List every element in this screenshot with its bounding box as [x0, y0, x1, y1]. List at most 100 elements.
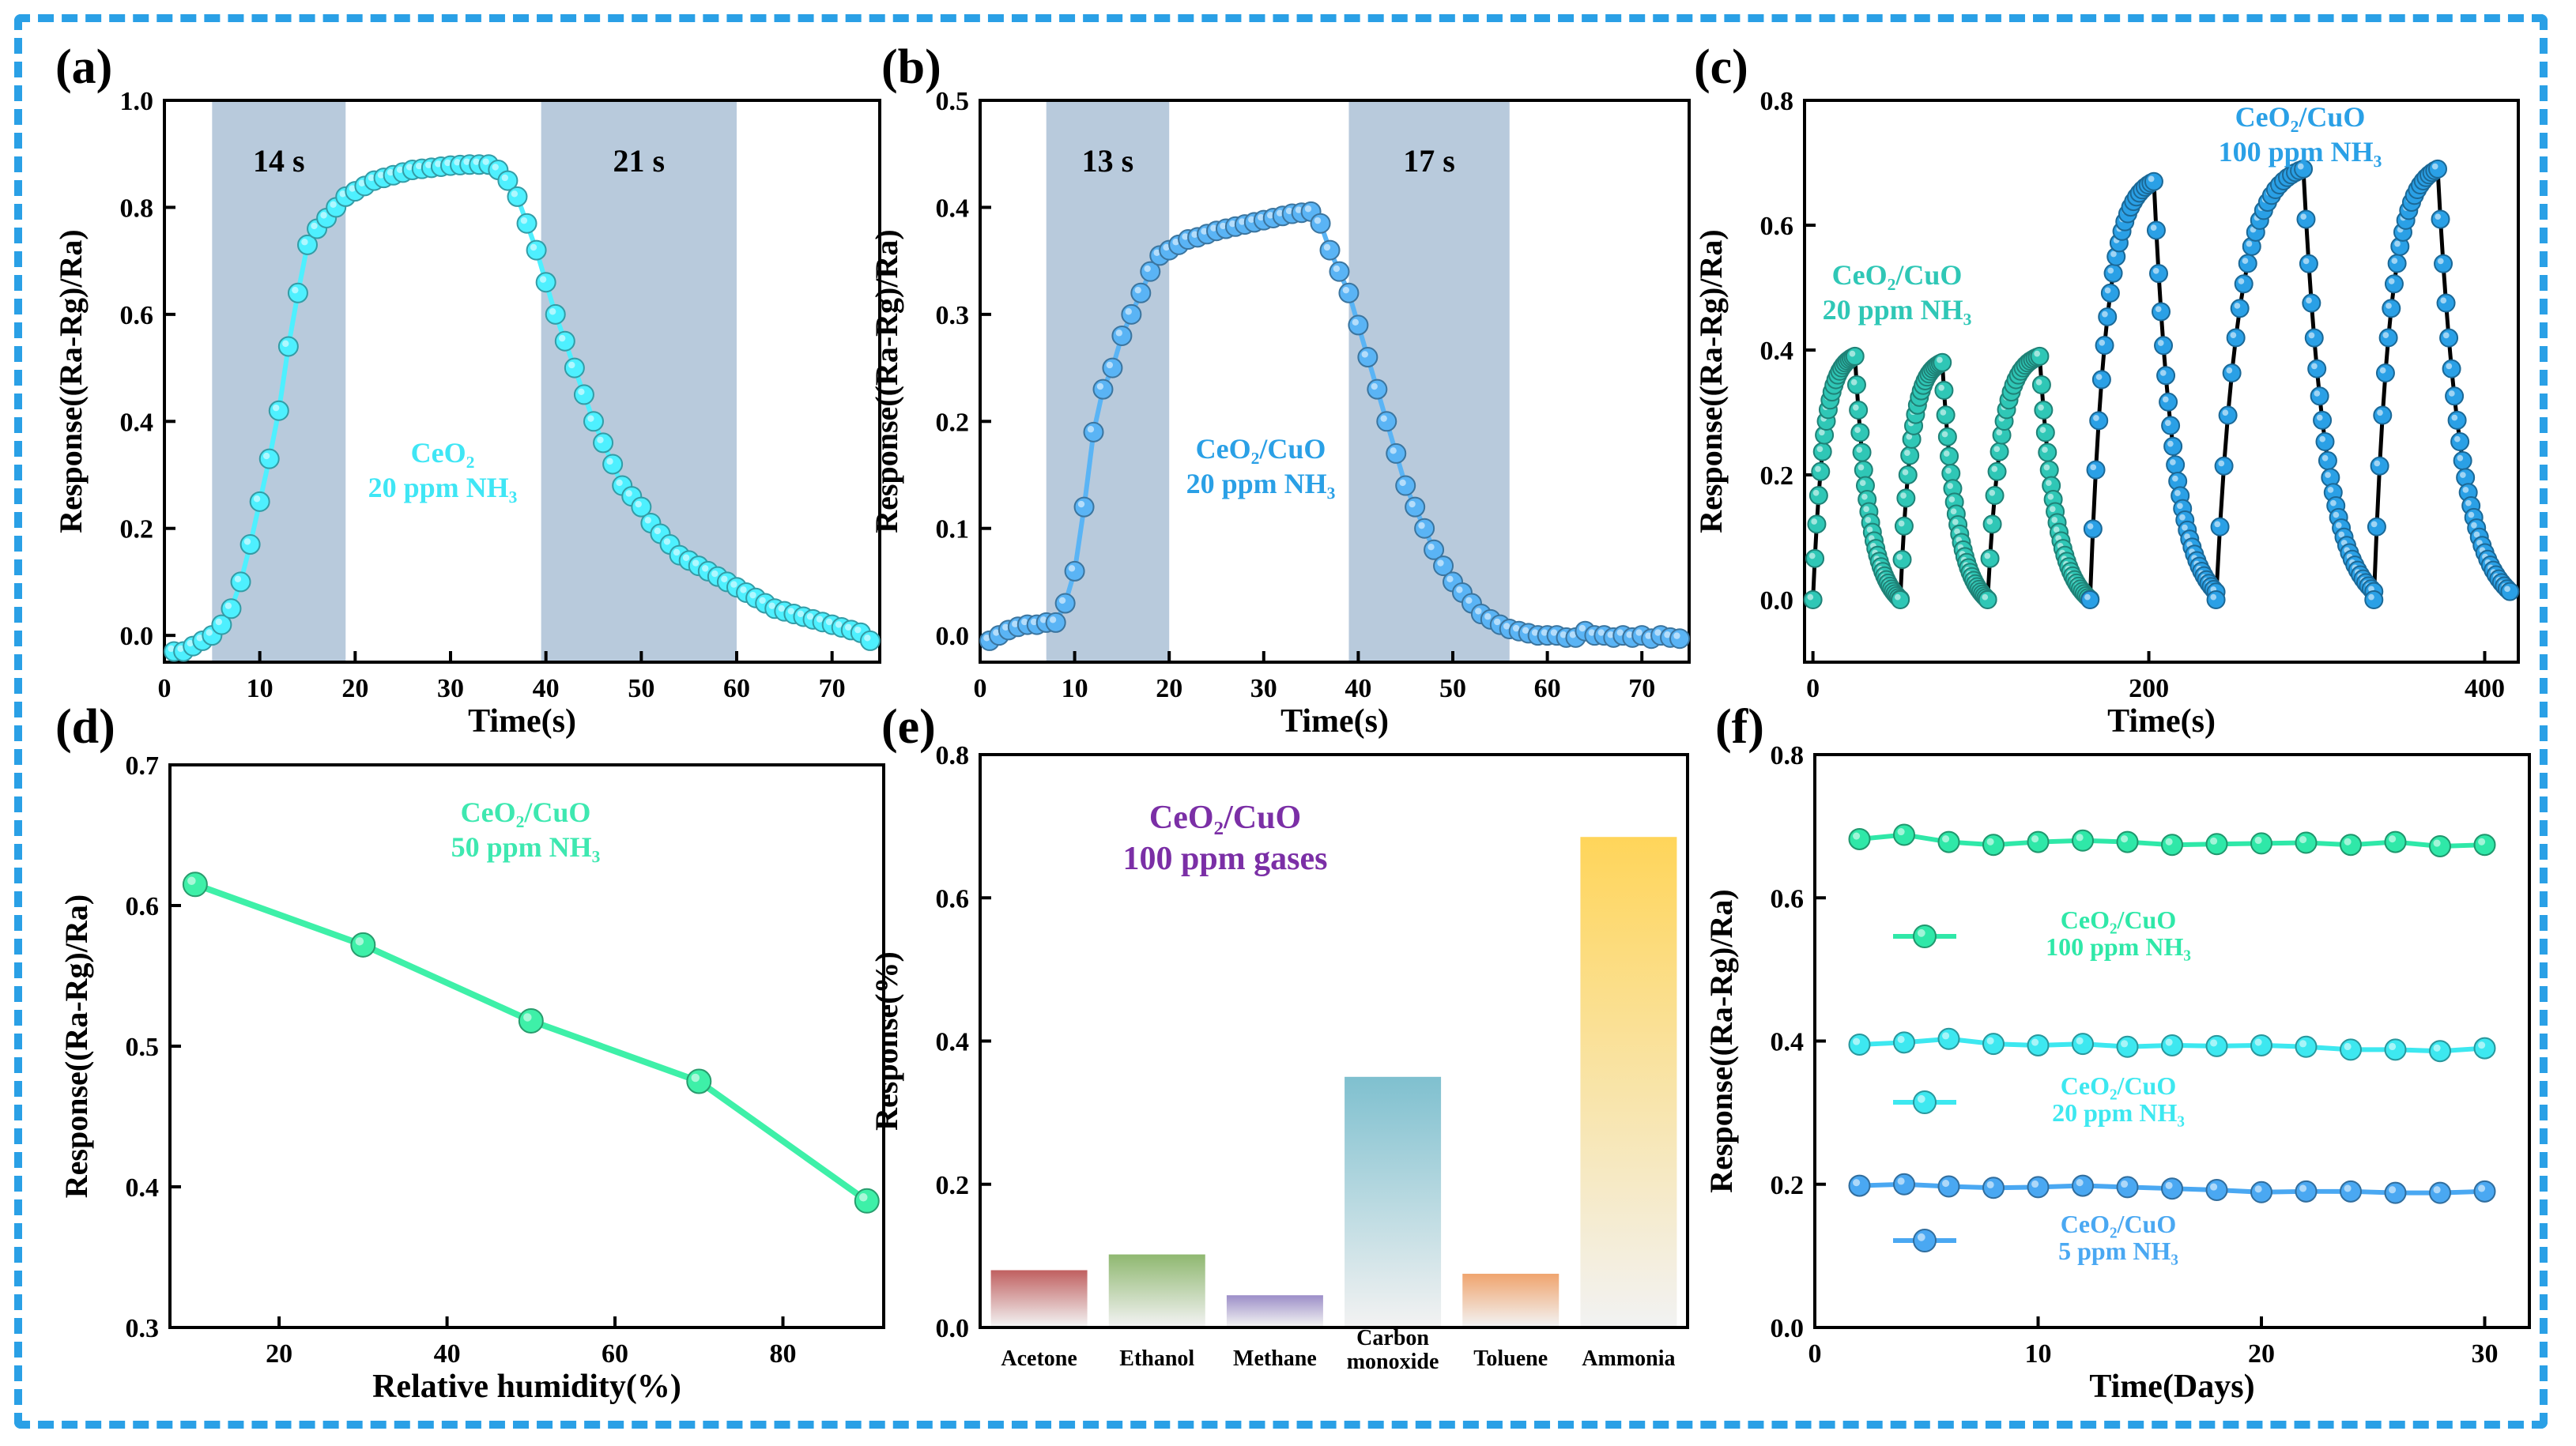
data-point-c-highlight	[2473, 531, 2480, 538]
data-point-c-highlight	[2394, 240, 2401, 247]
data-point-c	[2095, 336, 2114, 356]
data-point-f-highlight	[1942, 1180, 1950, 1188]
data-point-c-highlight	[1954, 528, 1960, 535]
data-point-a-highlight	[215, 618, 222, 626]
data-point-c-highlight	[2333, 511, 2340, 518]
legend-marker-f	[1913, 1229, 1937, 1252]
annotation-e: CeO₂/CuO	[1149, 800, 1301, 836]
panel-label-b: (b)	[881, 40, 941, 94]
data-point-a-highlight	[711, 570, 718, 578]
data-point-c-highlight	[2246, 240, 2253, 247]
data-point-f	[2205, 1179, 2228, 1201]
data-point-a-highlight	[377, 171, 385, 179]
data-point-b	[1054, 593, 1076, 614]
data-point-a	[573, 384, 594, 405]
data-point-b-highlight	[1361, 351, 1368, 358]
data-point-c-highlight	[1865, 517, 1872, 523]
data-point-c-highlight	[2300, 213, 2307, 220]
data-point-c	[2083, 519, 2103, 539]
data-point-b-highlight	[1058, 597, 1066, 604]
data-point-f	[2384, 830, 2407, 853]
data-point-a-highlight	[368, 174, 375, 182]
data-point-f	[2027, 1176, 2050, 1199]
data-point-b-highlight	[1342, 286, 1350, 294]
data-point-f-highlight	[2121, 1180, 2129, 1188]
bar-3	[1345, 1076, 1442, 1326]
annotation-a: 20 ppm NH₃	[368, 472, 518, 503]
data-point-b-highlight	[1569, 631, 1577, 638]
data-point-c-highlight	[2379, 367, 2386, 374]
data-point-c-highlight	[2167, 440, 2174, 447]
data-point-b-highlight	[1258, 213, 1265, 221]
y-axis-label-b: Response((Ra-Rg)/Ra)	[869, 229, 904, 533]
data-point-c-highlight	[2338, 531, 2345, 538]
y-axis-label-f: Response((Ra-Rg)/Ra)	[1703, 889, 1739, 1192]
data-point-a-highlight	[292, 286, 299, 294]
x-tick-label-b: 40	[1345, 674, 1371, 703]
data-point-a-highlight	[864, 635, 871, 642]
data-point-c-highlight	[1982, 593, 1989, 601]
data-point-c-highlight	[2297, 163, 2304, 170]
data-point-c-highlight	[1902, 469, 1909, 476]
x-tick-label-a: 50	[628, 674, 654, 703]
data-point-b-highlight	[1503, 623, 1511, 630]
y-tick-label-c: 0.6	[1760, 212, 1794, 241]
data-point-b-highlight	[1494, 618, 1501, 626]
data-point-c-highlight	[2162, 396, 2169, 403]
legend-label-f: CeO₂/CuO	[2061, 1071, 2176, 1100]
data-point-f	[1982, 834, 2005, 857]
data-point-c	[2436, 293, 2456, 313]
data-point-b-highlight	[1522, 627, 1529, 635]
y-tick-label-c: 0.4	[1760, 337, 1794, 366]
data-point-c	[2080, 590, 2100, 609]
data-point-f	[1848, 1034, 1871, 1056]
data-point-a-highlight	[511, 190, 519, 198]
data-point-a-highlight	[177, 645, 184, 653]
x-axis-label-d: Relative humidity(%)	[372, 1369, 681, 1405]
data-point-c-highlight	[2110, 250, 2117, 258]
data-point-c-highlight	[2047, 493, 2054, 500]
data-point-a-highlight	[559, 334, 566, 342]
x-axis-label-b: Time(s)	[1280, 703, 1389, 740]
data-point-a-highlight	[663, 538, 671, 545]
y-axis-label-d: Response((Ra-Rg)/Ra)	[58, 894, 94, 1198]
data-point-f-highlight	[2344, 838, 2352, 845]
data-point-c-highlight	[2377, 409, 2383, 416]
data-point-c-highlight	[1849, 350, 1856, 357]
data-point-f	[2429, 835, 2451, 857]
bar-category-label: Ammonia	[1582, 1346, 1675, 1371]
data-point-c-highlight	[1866, 526, 1873, 533]
data-point-a-highlight	[396, 166, 404, 174]
data-point-c	[1852, 442, 1872, 462]
data-point-b-highlight	[1654, 629, 1661, 636]
data-point-c	[2034, 401, 2054, 420]
data-point-b-highlight	[1096, 382, 1104, 390]
data-point-b-highlight	[1153, 249, 1160, 256]
data-point-c	[1990, 442, 2009, 461]
data-point-f	[2250, 1034, 2272, 1056]
data-point-b-highlight	[1531, 629, 1539, 636]
data-point-c	[2146, 220, 2166, 240]
data-point-b-highlight	[1266, 212, 1274, 219]
x-tick-label-a: 0	[158, 674, 172, 703]
data-point-c	[1980, 548, 2000, 568]
data-point-f-highlight	[2433, 1186, 2441, 1194]
data-point-c	[1854, 460, 1873, 480]
data-point-f-highlight	[2031, 1180, 2039, 1188]
y-tick-label-d: 0.6	[126, 892, 160, 921]
y-tick-label-e: 0.0	[936, 1314, 970, 1343]
data-point-c	[2299, 254, 2318, 273]
data-point-c	[2226, 328, 2246, 348]
data-point-c-highlight	[2034, 350, 2041, 357]
data-point-b	[1395, 475, 1416, 496]
data-point-a	[258, 448, 280, 469]
data-point-f	[2116, 1035, 2139, 1058]
data-point-f	[2027, 830, 2050, 853]
data-point-b	[1045, 612, 1066, 633]
data-point-d-highlight	[355, 937, 364, 946]
bar-1	[1108, 1254, 1205, 1326]
data-point-f-highlight	[2478, 838, 2486, 845]
x-axis-label-a: Time(s)	[468, 703, 576, 740]
data-point-a-highlight	[339, 190, 346, 198]
annotation-c: CeO₂/CuO	[1832, 259, 1963, 291]
